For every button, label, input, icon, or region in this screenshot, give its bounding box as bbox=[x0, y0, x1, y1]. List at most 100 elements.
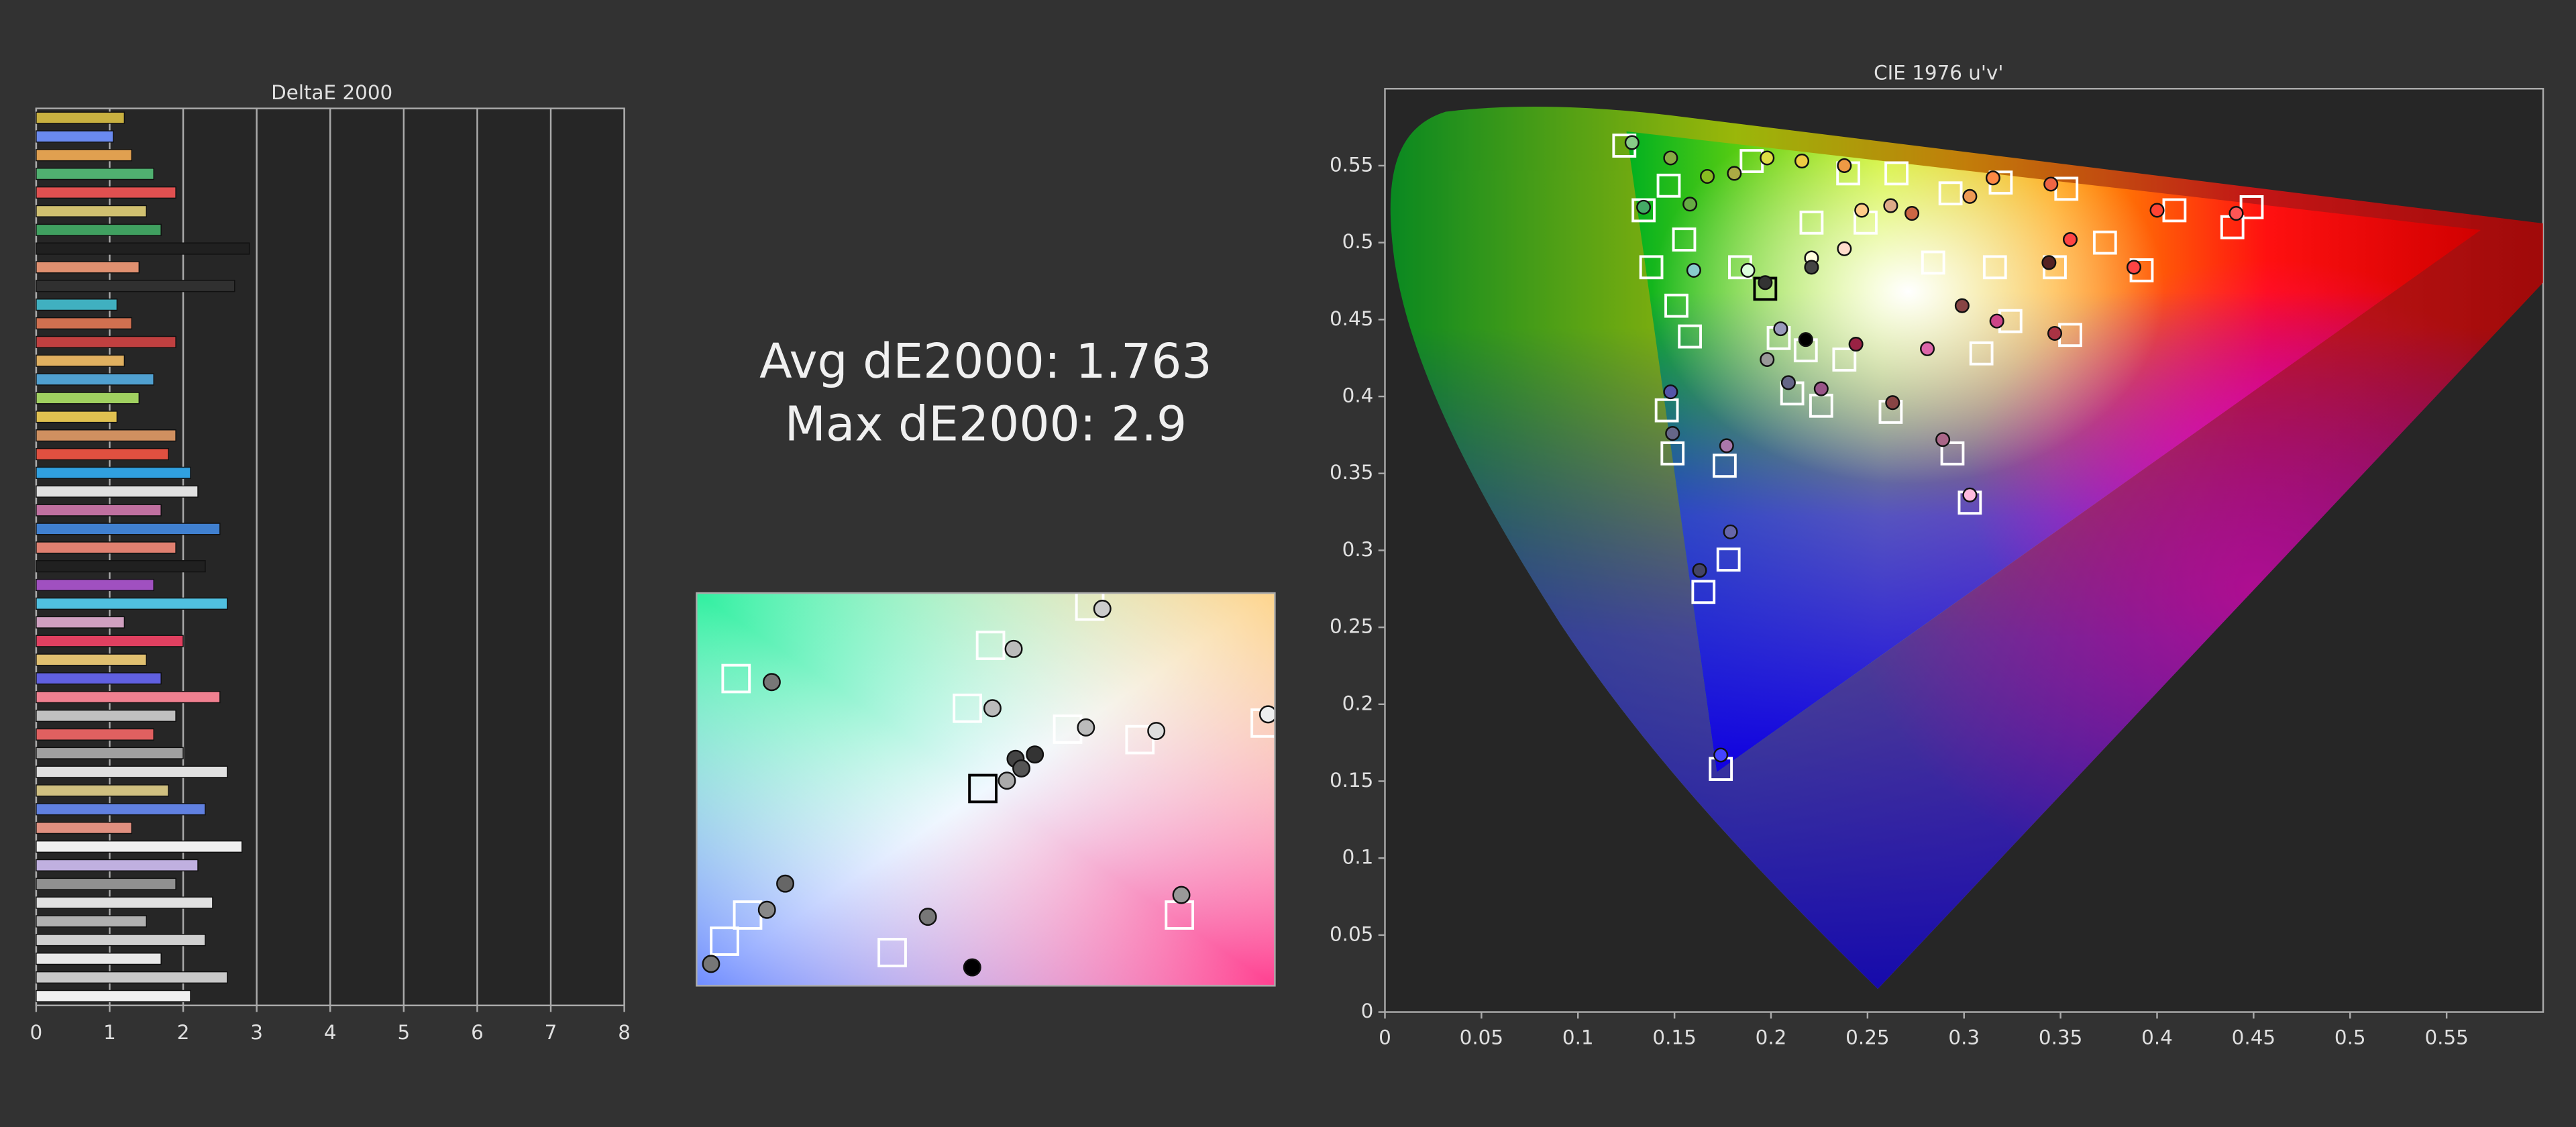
x-tick-label: 3 bbox=[250, 1021, 263, 1044]
bar bbox=[36, 223, 162, 236]
bar bbox=[36, 485, 199, 498]
inset-plot bbox=[702, 593, 1275, 977]
target-marker bbox=[1832, 347, 1857, 372]
x-tick-label: 0.55 bbox=[2424, 1026, 2468, 1049]
bar bbox=[36, 205, 147, 217]
x-tick-label: 1 bbox=[103, 1021, 116, 1044]
bar bbox=[36, 822, 133, 835]
measured-marker bbox=[2229, 206, 2244, 221]
target-marker bbox=[1631, 198, 1656, 223]
bar bbox=[36, 784, 169, 797]
target-marker bbox=[877, 938, 907, 967]
bar bbox=[36, 373, 154, 386]
measured-marker bbox=[1854, 203, 1870, 218]
measured-marker bbox=[1813, 381, 1829, 396]
bar bbox=[36, 130, 114, 143]
bar bbox=[36, 765, 228, 778]
measured-marker bbox=[2043, 176, 2059, 192]
y-tick-label: 0.25 bbox=[1330, 615, 1373, 638]
target-marker bbox=[710, 926, 739, 956]
y-tick-label: 0.35 bbox=[1330, 461, 1373, 484]
bar bbox=[36, 168, 154, 180]
measured-marker bbox=[1989, 313, 2004, 329]
y-tick-label: 0.2 bbox=[1342, 692, 1374, 714]
measured-marker bbox=[1848, 337, 1864, 352]
measured-marker bbox=[1935, 432, 1951, 447]
measured-marker bbox=[776, 874, 795, 893]
x-tick-label: 0.35 bbox=[2039, 1026, 2082, 1049]
bar bbox=[36, 597, 228, 610]
x-tick-label: 0.05 bbox=[1460, 1026, 1503, 1049]
chart-title: CIE 1976 u'v' bbox=[1874, 62, 2003, 85]
x-tick-label: 7 bbox=[545, 1021, 557, 1044]
measured-marker bbox=[1172, 885, 1191, 904]
bar bbox=[36, 111, 125, 124]
bar bbox=[36, 934, 206, 947]
x-tick-label: 0 bbox=[30, 1021, 43, 1044]
max-text: Max dE2000: 2.9 bbox=[785, 396, 1187, 451]
target-marker bbox=[1716, 547, 1741, 572]
measured-marker bbox=[2149, 203, 2165, 218]
measured-marker bbox=[1258, 705, 1275, 724]
measured-marker bbox=[983, 699, 1002, 718]
measured-marker bbox=[757, 900, 776, 919]
measured-marker bbox=[762, 673, 781, 692]
measured-marker bbox=[1758, 275, 1773, 290]
y-tick-label: 0.1 bbox=[1342, 846, 1374, 869]
x-tick-label: 0.4 bbox=[2141, 1026, 2173, 1049]
x-tick-label: 0.45 bbox=[2232, 1026, 2275, 1049]
target-marker bbox=[1799, 210, 1824, 235]
measured-marker bbox=[1077, 718, 1095, 737]
measured-marker bbox=[1700, 168, 1715, 184]
target-marker bbox=[1656, 173, 1681, 198]
bar bbox=[36, 803, 206, 816]
measured-marker bbox=[918, 908, 937, 926]
bar bbox=[36, 896, 213, 909]
x-tick-label: 0.5 bbox=[2334, 1026, 2366, 1049]
bar bbox=[36, 953, 162, 965]
measured-marker bbox=[1904, 206, 1920, 221]
measured-marker bbox=[1962, 487, 1978, 502]
measured-marker bbox=[1780, 375, 1796, 390]
target-marker bbox=[2092, 230, 2117, 255]
target-marker bbox=[968, 773, 998, 804]
measured-marker bbox=[1713, 747, 1729, 763]
measured-marker bbox=[1885, 395, 1900, 411]
bar bbox=[36, 691, 221, 704]
bar bbox=[36, 242, 250, 255]
bar bbox=[36, 859, 199, 871]
bar bbox=[36, 299, 118, 311]
target-marker bbox=[1678, 324, 1703, 349]
target-marker bbox=[1660, 441, 1685, 466]
measured-marker bbox=[2063, 232, 2078, 248]
measured-marker bbox=[1985, 170, 2000, 186]
measured-marker bbox=[1723, 524, 1738, 539]
y-tick-label: 0.15 bbox=[1330, 769, 1373, 792]
bar bbox=[36, 335, 176, 348]
measured-marker bbox=[1004, 639, 1023, 658]
measured-marker bbox=[2047, 325, 2063, 341]
measured-marker bbox=[1692, 563, 1707, 578]
y-tick-label: 0.5 bbox=[1342, 230, 1374, 253]
chart-title: DeltaE 2000 bbox=[271, 81, 392, 104]
bar bbox=[36, 317, 133, 330]
x-tick-label: 2 bbox=[177, 1021, 190, 1044]
bar bbox=[36, 354, 125, 367]
bar bbox=[36, 523, 221, 535]
measured-marker bbox=[1093, 600, 1112, 618]
measured-marker bbox=[1794, 154, 1810, 169]
measured-marker bbox=[1682, 197, 1698, 212]
bar bbox=[36, 429, 176, 442]
y-tick-label: 0.45 bbox=[1330, 307, 1373, 330]
bar bbox=[36, 149, 133, 162]
x-tick-label: 0 bbox=[1379, 1026, 1391, 1049]
x-tick-label: 0.1 bbox=[1562, 1026, 1594, 1049]
x-tick-label: 5 bbox=[397, 1021, 410, 1044]
y-tick-label: 0.3 bbox=[1342, 538, 1374, 561]
measured-marker bbox=[1665, 426, 1680, 441]
measured-marker bbox=[1147, 722, 1166, 741]
target-marker bbox=[953, 693, 982, 723]
x-tick-label: 4 bbox=[324, 1021, 337, 1044]
measured-marker bbox=[702, 955, 720, 973]
